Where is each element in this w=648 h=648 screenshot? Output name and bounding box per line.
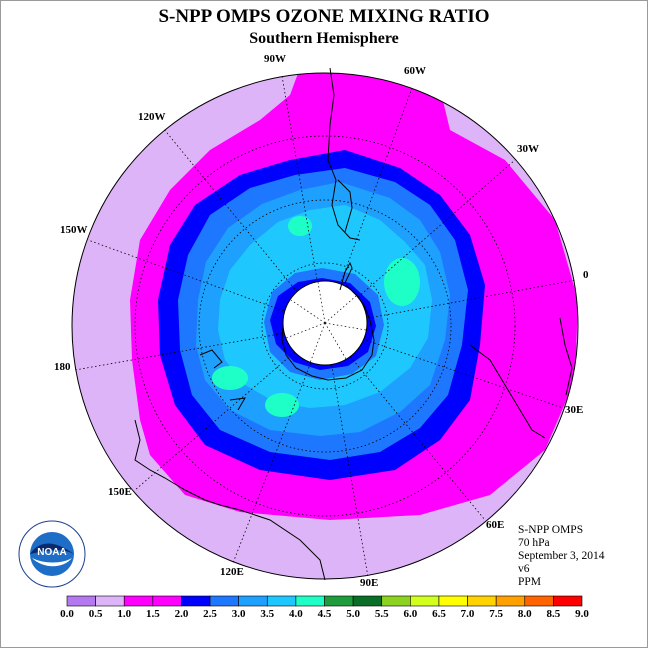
colorbar-tick-label: 0.0 — [60, 608, 74, 620]
colorbar-swatch — [438, 595, 468, 607]
cyan-patch-north — [288, 216, 312, 236]
antarctic-peninsula-coast — [339, 261, 353, 291]
colorbar-tick-label: 7.5 — [489, 608, 504, 620]
info-date: September 3, 2014 — [518, 550, 605, 562]
colorbar-swatch — [495, 595, 526, 607]
lon-label-30w: 30W — [517, 143, 539, 155]
colorbar-tick-label: 6.0 — [403, 608, 418, 620]
colorbar-tick-label: 8.0 — [517, 608, 532, 620]
colorbar-swatch — [295, 595, 325, 607]
map-outline — [71, 72, 579, 580]
colorbar-tick-label: 1.5 — [145, 608, 160, 620]
colorbar-swatch — [209, 595, 239, 607]
colorbar-swatch — [324, 595, 354, 607]
colorbar-tick-label: 9.0 — [575, 608, 589, 620]
info-version: v6 — [518, 563, 530, 575]
colorbar-swatch — [95, 595, 125, 607]
colorbar-swatch — [467, 595, 497, 607]
colorbar-tick-label: 8.5 — [546, 608, 561, 620]
info-pressure: 70 hPa — [518, 537, 550, 549]
colorbar-swatch — [524, 595, 554, 607]
cyan-patch-west — [212, 366, 248, 390]
new-zealand-coast — [199, 349, 246, 411]
coastlines — [134, 67, 573, 581]
lon-label-90e: 90E — [360, 577, 378, 589]
colorbar-swatch — [352, 595, 383, 607]
cyan-patch-east — [384, 258, 420, 306]
lon-label-180: 180 — [54, 361, 71, 373]
polar-hole-graticule — [285, 281, 367, 364]
noaa-logo: NOAA — [18, 520, 86, 588]
colorbar-tick-label: 7.0 — [460, 608, 475, 620]
info-units: PPM — [518, 576, 542, 588]
map-subtitle: Southern Hemisphere — [249, 30, 399, 47]
map-title: S-NPP OMPS OZONE MIXING RATIO — [158, 6, 490, 27]
colorbar-swatch — [553, 595, 583, 607]
lon-label-120e: 120E — [220, 566, 244, 578]
lon-label-30e: 30E — [565, 404, 583, 416]
lon-label-0: 0 — [583, 269, 589, 281]
colorbar-tick-label: 4.5 — [317, 608, 332, 620]
graticule — [74, 75, 577, 578]
colorbar-swatch — [238, 595, 268, 607]
colorbar-tick-label: 5.5 — [374, 608, 389, 620]
colorbar-tick-label: 1.0 — [117, 608, 132, 620]
lon-label-150e: 150E — [108, 486, 132, 498]
cyan-patch-south — [265, 393, 299, 417]
colorbar-tick-label: 3.5 — [260, 608, 275, 620]
colorbar-swatch — [123, 595, 154, 607]
lon-label-150w: 150W — [60, 224, 88, 236]
colorbar — [66, 595, 583, 607]
colorbar-tick-label: 4.0 — [289, 608, 303, 620]
colorbar-swatch — [410, 595, 440, 607]
lon-label-120w: 120W — [138, 111, 166, 123]
lon-label-60e: 60E — [486, 519, 504, 531]
antarctica-coast — [281, 284, 375, 381]
africa-coast — [469, 317, 573, 439]
colorbar-tick-label: 5.0 — [346, 608, 360, 620]
lon-label-90w: 90W — [264, 53, 286, 65]
colorbar-tick-label: 3.0 — [231, 608, 246, 620]
colorbar-swatch — [66, 595, 96, 607]
australia-coast — [134, 419, 326, 581]
longitude-labels: 90W 60W 30W 0 30E 60E 90E 120E 150E 180 … — [54, 53, 589, 589]
info-instrument: S-NPP OMPS — [518, 524, 584, 536]
logo-text: NOAA — [37, 547, 66, 558]
colorbar-swatch — [152, 595, 182, 607]
colorbar-swatch — [381, 595, 411, 607]
south-america-coast — [327, 67, 361, 241]
colorbar-swatch — [181, 595, 211, 607]
colorbar-tick-label: 2.5 — [203, 608, 217, 620]
colorbar-tick-label: 2.0 — [174, 608, 189, 620]
colorbar-swatch — [266, 595, 297, 607]
lon-label-60w: 60W — [404, 65, 426, 77]
info-panel: S-NPP OMPS 70 hPa September 3, 2014 v6 P… — [518, 524, 605, 589]
colorbar-tick-label: 6.5 — [432, 608, 446, 620]
colorbar-tick-label: 0.5 — [88, 608, 103, 620]
